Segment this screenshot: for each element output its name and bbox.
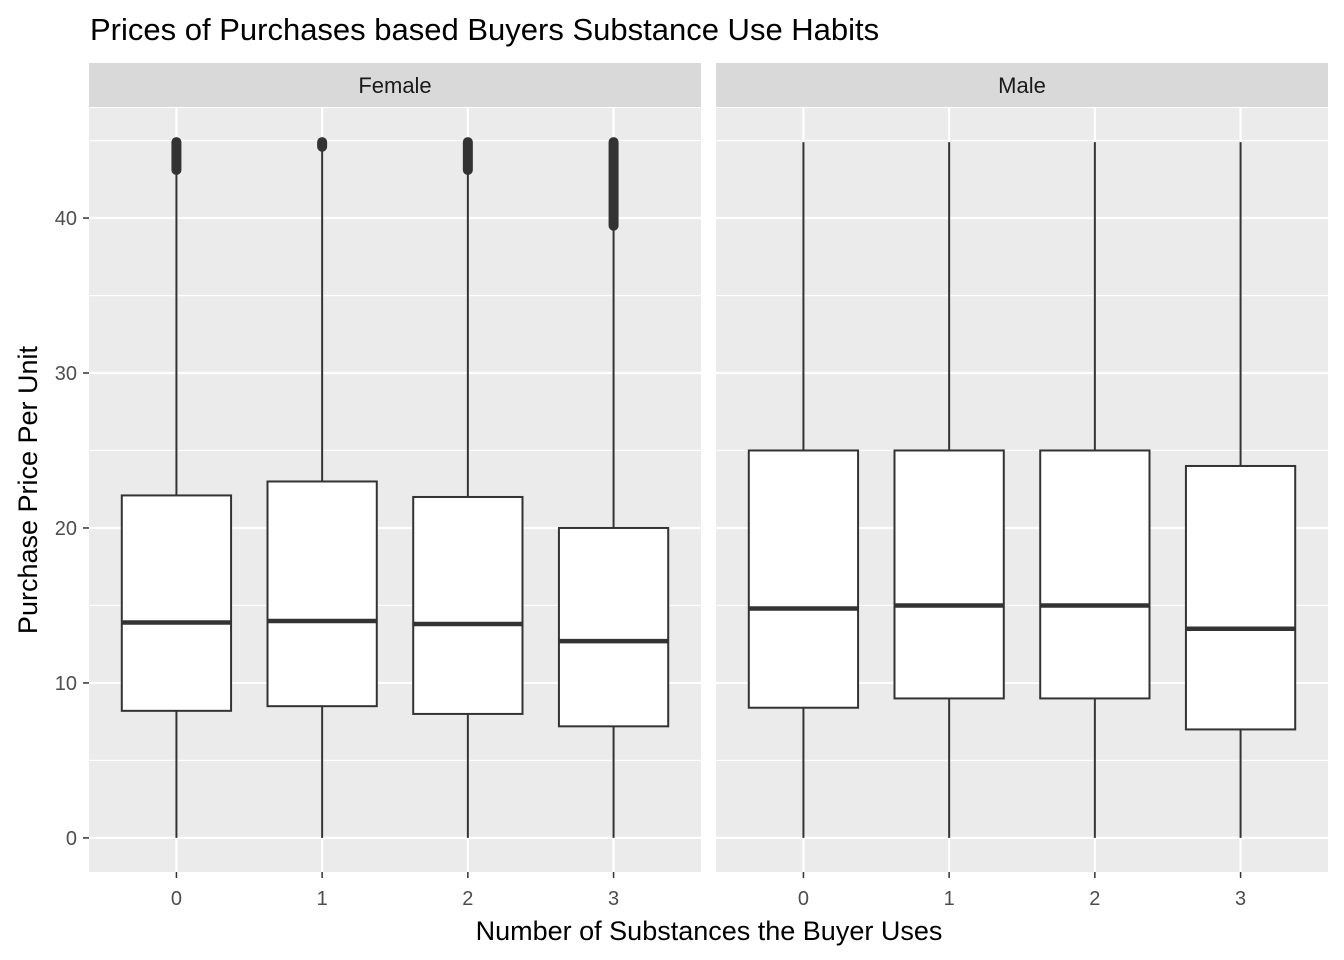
y-tick-label: 40	[55, 208, 77, 230]
box-3	[1184, 142, 1297, 838]
facet-panel-male: Male 0 1 2 3	[716, 63, 1328, 910]
box-body	[1039, 449, 1151, 700]
panel-background	[89, 108, 701, 872]
x-tick-label: 2	[462, 888, 473, 910]
box-2	[412, 137, 524, 838]
facet-panels: Female 0 1 2 3 Male 0 1 2 3	[89, 63, 1328, 910]
y-tick-label: 20	[55, 518, 77, 540]
box-1	[266, 137, 378, 838]
x-axis-title: Number of Substances the Buyer Uses	[476, 916, 943, 946]
facet-strip-label: Male	[998, 73, 1046, 98]
box-body	[893, 449, 1005, 700]
box-3	[557, 137, 670, 838]
box-1	[893, 142, 1005, 838]
chart-title: Prices of Purchases based Buyers Substan…	[90, 12, 879, 47]
box-body	[747, 449, 860, 709]
x-tick-label: 3	[1235, 888, 1246, 910]
y-tick-label: 0	[66, 828, 77, 850]
facet-strip	[716, 63, 1328, 107]
box-0	[747, 142, 860, 838]
facet-strip	[89, 63, 701, 107]
facet-strip-label: Female	[358, 73, 431, 98]
x-tick-label: 0	[798, 888, 809, 910]
x-tick-label: 1	[944, 888, 955, 910]
box-0	[120, 137, 233, 838]
y-tick-label: 10	[55, 673, 77, 695]
x-tick-label: 2	[1089, 888, 1100, 910]
x-tick-label: 0	[171, 888, 182, 910]
y-tick-label: 30	[55, 363, 77, 385]
y-axis: 0 10 20 30 40	[55, 208, 89, 850]
box-body	[266, 480, 378, 708]
box-body	[412, 495, 524, 715]
box-body	[557, 526, 670, 728]
box-body	[120, 494, 233, 712]
y-axis-title: Purchase Price Per Unit	[13, 345, 43, 634]
box-body	[1184, 464, 1297, 731]
box-2	[1039, 142, 1151, 838]
x-tick-label: 3	[608, 888, 619, 910]
facet-panel-female: Female 0 1 2 3	[89, 63, 701, 910]
x-tick-label: 1	[317, 888, 328, 910]
